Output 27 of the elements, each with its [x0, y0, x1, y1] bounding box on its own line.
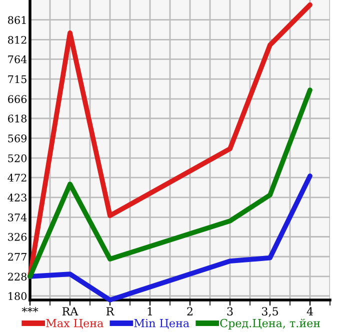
y-tick-label: 326 [8, 232, 27, 241]
x-tick-label: *** [22, 307, 38, 312]
y-tick-label: 666 [8, 95, 27, 104]
x-tick-label: 4 [306, 307, 313, 316]
y-tick-label: 472 [8, 174, 26, 182]
y-tick-label: 228 [8, 272, 27, 281]
x-tick-label: 1 [148, 307, 152, 316]
y-tick-label: 277 [8, 252, 26, 261]
x-tick-label: 2 [187, 307, 192, 316]
y-tick-label: 861 [8, 16, 26, 24]
x-tick-label: 3 [227, 307, 233, 316]
y-tick-label: 180 [8, 292, 27, 300]
x-tick-label: R [106, 307, 114, 316]
y-tick-label: 618 [8, 114, 27, 122]
legend-label: Min Цена [134, 318, 190, 329]
y-tick-label: 423 [8, 194, 26, 202]
y-tick-label: 374 [8, 214, 27, 222]
x-tick-label: 3,5 [262, 307, 278, 317]
y-tick-label: 812 [8, 36, 26, 44]
y-tick-label: 569 [8, 134, 27, 142]
line-series [28, 88, 312, 279]
legend-label: Сред.Цена, т.йен [220, 318, 320, 330]
y-tick-label: 715 [8, 75, 26, 84]
y-tick-label: 520 [8, 154, 27, 162]
legend-label: Max Цена [46, 319, 104, 329]
x-tick-label: RA [62, 307, 78, 316]
y-tick-label: 764 [8, 55, 27, 64]
